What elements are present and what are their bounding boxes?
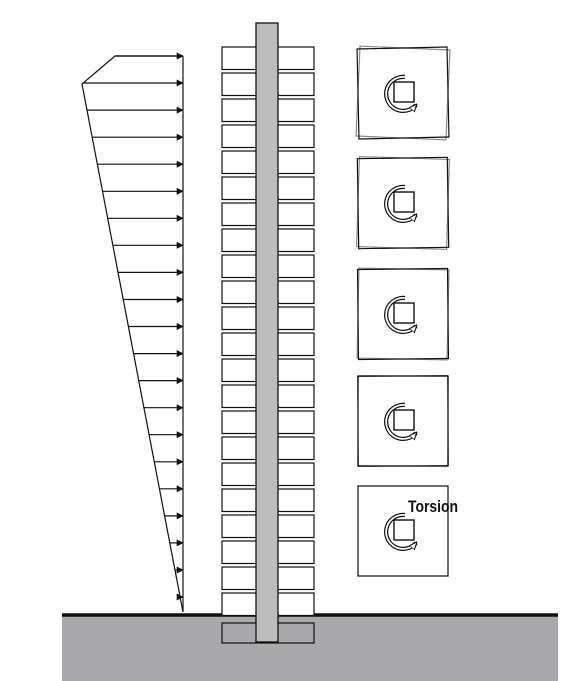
square-icon (393, 409, 415, 431)
square-icon (393, 519, 415, 541)
plan-view (356, 267, 450, 361)
plan-view (355, 155, 451, 251)
rotation-arrow-inner (385, 297, 416, 332)
plan-outline (356, 46, 450, 140)
square-icon (393, 302, 415, 324)
rotation-arrow-inner (385, 186, 416, 221)
load-envelope (81, 55, 184, 613)
rotation-arrow-inner (385, 404, 416, 439)
rotation-arrow-inner (385, 514, 416, 549)
torsion-label: Torsion (408, 498, 458, 517)
plan-view (357, 485, 449, 577)
lateral-load-diagram (81, 52, 184, 613)
building-elevation (221, 22, 315, 644)
plan-outline (357, 375, 449, 467)
rotation-arrow-inner (385, 76, 416, 111)
square-icon (393, 191, 415, 213)
torsion-plan-views (355, 45, 451, 577)
plan-outline (357, 485, 449, 577)
structural-core (255, 22, 279, 643)
plan-outline (356, 156, 450, 250)
plan-view (355, 45, 451, 141)
plan-outline (356, 267, 450, 361)
square-icon (393, 81, 415, 103)
plan-view (356, 374, 450, 468)
